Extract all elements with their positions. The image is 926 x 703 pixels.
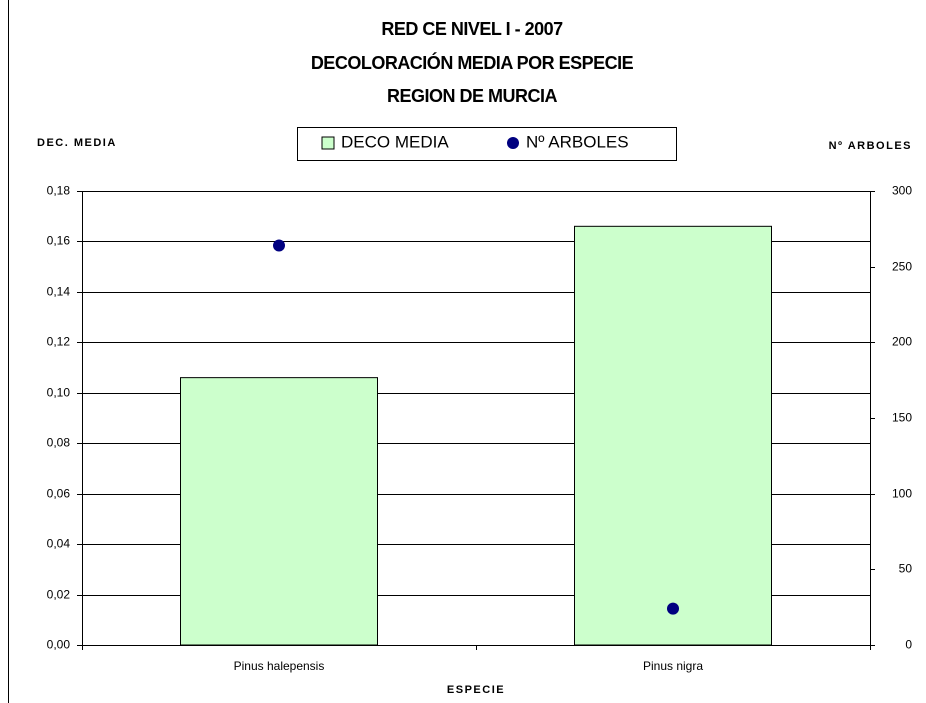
- bar: [574, 225, 772, 646]
- legend-label: Nº ARBOLES: [526, 132, 629, 151]
- y-axis-title: DEC. MEDIA: [37, 137, 117, 149]
- chart-title: RED CE NIVEL I - 2007: [381, 19, 563, 39]
- y-tick-label: 0,00: [47, 638, 71, 652]
- y-tick-label: 0,02: [47, 588, 71, 602]
- y-tick-label: 0,06: [47, 487, 71, 501]
- y-tick-label: 0,04: [47, 537, 71, 551]
- y2-tick-label: 150: [892, 411, 912, 425]
- y2-tick-label: 250: [892, 260, 912, 274]
- y-tick-label: 0,16: [47, 234, 71, 248]
- y-tick-label: 0,18: [47, 184, 71, 198]
- x-axis-title: ESPECIE: [447, 684, 505, 696]
- y2-tick-label: 0: [905, 638, 912, 652]
- chart-title: DECOLORACIÓN MEDIA POR ESPECIE: [311, 52, 634, 73]
- y2-tick-label: 50: [899, 562, 913, 576]
- legend-swatch: [507, 137, 519, 149]
- legend: [297, 127, 677, 161]
- y2-tick-label: 300: [892, 184, 912, 198]
- y-tick-label: 0,10: [47, 386, 71, 400]
- chart-title: REGION DE MURCIA: [387, 86, 558, 106]
- legend-swatch: [321, 136, 335, 150]
- y-tick-label: 0,14: [47, 285, 71, 299]
- legend-label: DECO MEDIA: [341, 132, 449, 151]
- point: [667, 602, 679, 615]
- y2-tick-label: 100: [892, 487, 912, 501]
- x-tick-label: Pinus halepensis: [234, 659, 325, 673]
- x-tick-label: Pinus nigra: [643, 659, 703, 673]
- point: [273, 239, 285, 252]
- y-tick-label: 0,08: [47, 436, 71, 450]
- y2-tick-label: 200: [892, 335, 912, 349]
- bar: [180, 377, 378, 646]
- y2-axis-title: Nº ARBOLES: [829, 140, 912, 152]
- y-tick-label: 0,12: [47, 335, 71, 349]
